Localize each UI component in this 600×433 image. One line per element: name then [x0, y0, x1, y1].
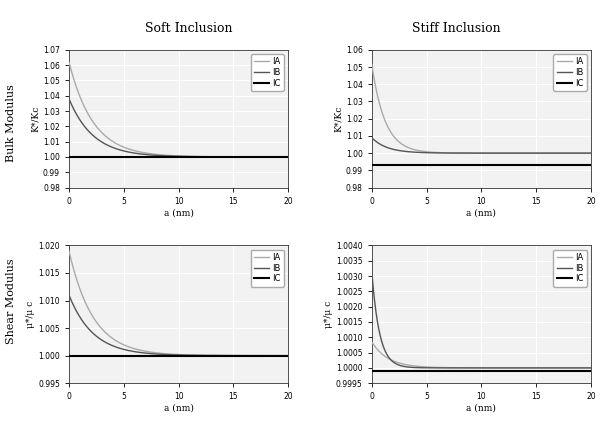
Legend: IA, IB, IC: IA, IB, IC: [553, 249, 587, 287]
Text: Bulk Modulus: Bulk Modulus: [6, 84, 16, 162]
Y-axis label: μ*/μ c: μ*/μ c: [324, 301, 333, 328]
Y-axis label: K*/Kc: K*/Kc: [334, 106, 343, 132]
X-axis label: a (nm): a (nm): [164, 208, 194, 217]
X-axis label: a (nm): a (nm): [466, 404, 496, 413]
Y-axis label: K*/Kc: K*/Kc: [31, 106, 40, 132]
X-axis label: a (nm): a (nm): [466, 208, 496, 217]
Legend: IA, IB, IC: IA, IB, IC: [251, 249, 284, 287]
Legend: IA, IB, IC: IA, IB, IC: [251, 54, 284, 91]
X-axis label: a (nm): a (nm): [164, 404, 194, 413]
Text: Stiff Inclusion: Stiff Inclusion: [412, 22, 500, 35]
Legend: IA, IB, IC: IA, IB, IC: [553, 54, 587, 91]
Y-axis label: μ*/μ c: μ*/μ c: [26, 301, 35, 328]
Text: Soft Inclusion: Soft Inclusion: [145, 22, 233, 35]
Text: Shear Modulus: Shear Modulus: [6, 258, 16, 344]
